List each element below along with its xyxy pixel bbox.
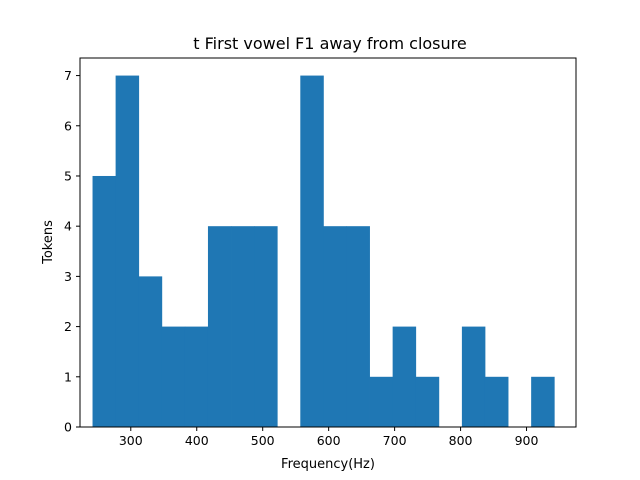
y-tick-label: 2 bbox=[64, 319, 72, 334]
x-tick-label: 700 bbox=[383, 433, 407, 448]
histogram-bar bbox=[300, 75, 324, 428]
histogram-bars bbox=[92, 75, 555, 428]
histogram-bar bbox=[231, 226, 255, 427]
histogram-bar bbox=[323, 226, 347, 427]
x-tick-label: 800 bbox=[449, 433, 473, 448]
histogram-bar bbox=[369, 376, 394, 427]
y-tick-label: 0 bbox=[64, 420, 72, 435]
histogram-bar bbox=[461, 326, 486, 427]
x-tick-label: 300 bbox=[119, 433, 143, 448]
histogram-bar bbox=[484, 376, 509, 427]
y-tick-label: 7 bbox=[64, 68, 72, 83]
y-axis-label: Tokens bbox=[41, 220, 56, 265]
x-axis-ticks: 300 400 500 600 700 800 900 bbox=[119, 427, 539, 448]
chart-title: t First vowel F1 away from closure bbox=[193, 34, 466, 53]
y-tick-label: 4 bbox=[64, 219, 72, 234]
histogram-bar bbox=[392, 326, 417, 427]
histogram-bar bbox=[161, 326, 186, 427]
x-tick-label: 500 bbox=[251, 433, 275, 448]
histogram-bar bbox=[92, 175, 117, 427]
histogram-bar bbox=[254, 226, 278, 427]
histogram-bar bbox=[346, 226, 370, 427]
histogram-bar bbox=[531, 376, 555, 427]
y-tick-label: 3 bbox=[64, 269, 72, 284]
histogram-bar bbox=[115, 75, 140, 428]
plot-frame bbox=[79, 57, 577, 428]
y-tick-label: 1 bbox=[64, 369, 72, 384]
histogram-bar bbox=[184, 326, 209, 427]
histogram-bar bbox=[207, 226, 232, 427]
x-tick-label: 400 bbox=[185, 433, 209, 448]
x-axis-label: Frequency(Hz) bbox=[281, 457, 375, 472]
x-tick-label: 900 bbox=[515, 433, 539, 448]
y-tick-label: 5 bbox=[64, 168, 72, 183]
histogram-bar bbox=[138, 276, 163, 427]
x-tick-label: 600 bbox=[317, 433, 341, 448]
y-axis-ticks: 0 1 2 3 4 5 6 7 bbox=[64, 68, 80, 435]
histogram-bar bbox=[415, 376, 440, 427]
y-tick-label: 6 bbox=[64, 118, 72, 133]
